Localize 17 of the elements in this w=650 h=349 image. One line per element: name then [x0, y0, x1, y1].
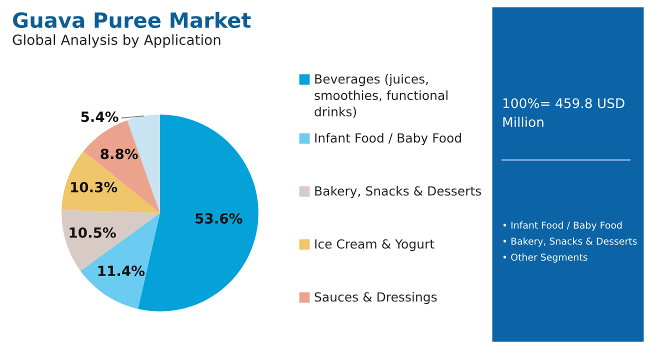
- text: 100%= 459.8 USD Million: [503, 98, 624, 127]
- legend-label: Bakery, Snacks & Desserts: [315, 186, 482, 198]
- chart-subtitle: Global Analysis by Application: [12, 34, 220, 48]
- text: • Bakery, Snacks & Desserts: [503, 237, 637, 247]
- data-label: 10.5%: [70, 227, 116, 238]
- legend-label: Infant Food / Baby Food: [315, 133, 461, 146]
- text: • Other Segments: [503, 253, 588, 263]
- data-label: 53.6%: [196, 213, 242, 224]
- data-label: 11.4%: [98, 266, 145, 276]
- legend-label: Ice Cream & Yogurt: [315, 239, 434, 252]
- chart-title: Guava Puree Market: [13, 12, 251, 28]
- legend-label: Beverages (juices, smoothies, functional drinks): [314, 74, 448, 118]
- text: • Infant Food / Baby Food: [503, 221, 622, 231]
- data-label: 5.4%: [81, 112, 118, 122]
- legend-label: Sauces & Dressings: [314, 292, 437, 304]
- data-label: 10.3%: [71, 182, 118, 192]
- data-label: 8.8%: [100, 148, 138, 160]
